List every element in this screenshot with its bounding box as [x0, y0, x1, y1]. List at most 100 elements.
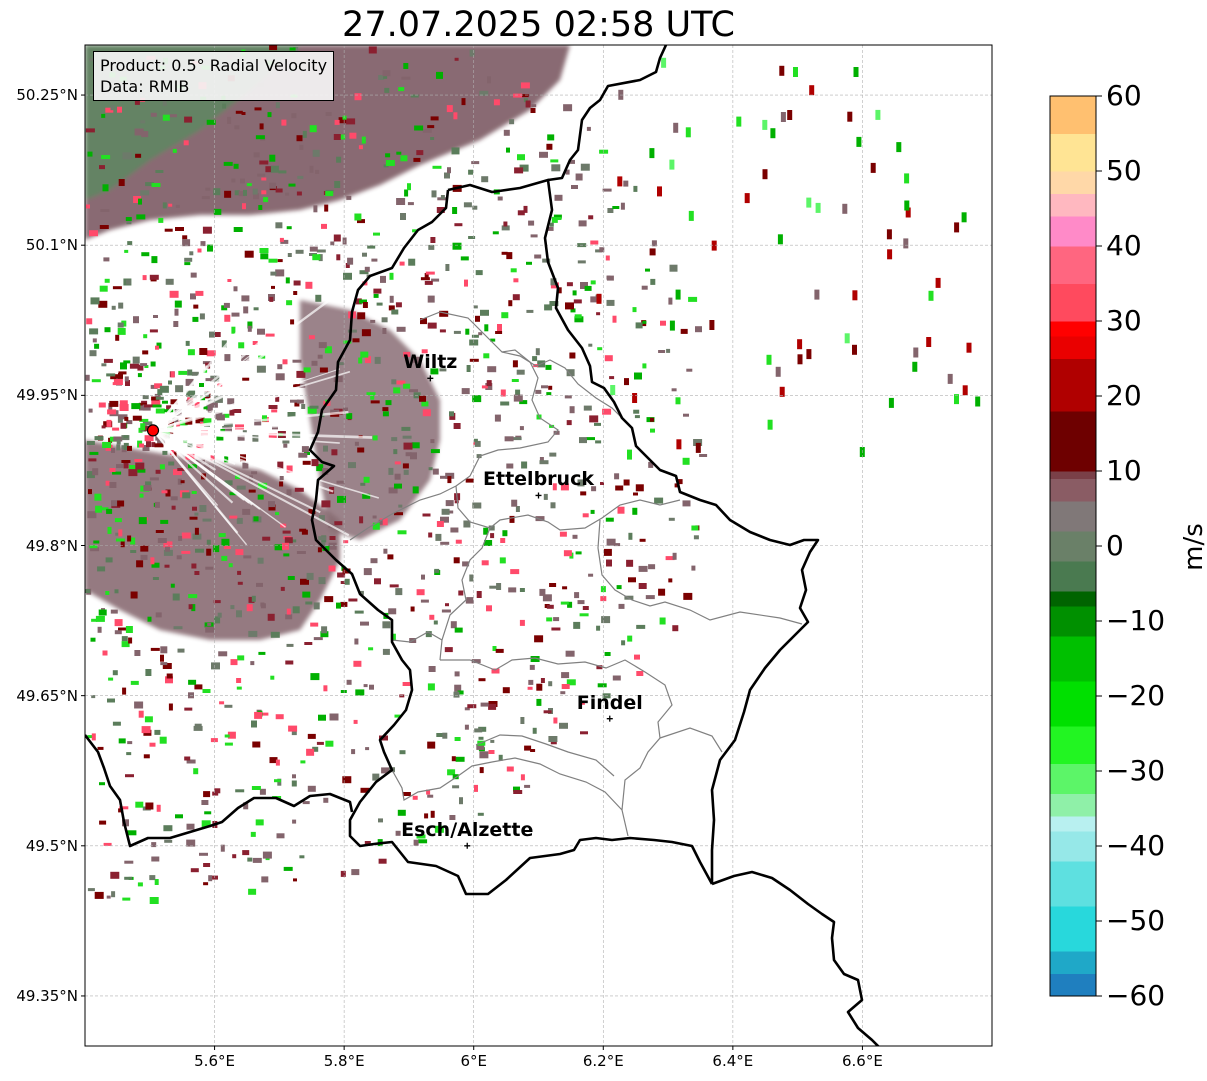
colorbar-segment: [1050, 193, 1096, 217]
echo-pixel: [137, 373, 142, 378]
echo-pixel: [155, 345, 159, 350]
echo-pixel: [165, 278, 174, 285]
echo-pixel: [140, 545, 149, 552]
echo-pixel: [483, 527, 489, 535]
echo-pixel: [293, 280, 301, 286]
echo-pixel: [397, 809, 406, 816]
echo-pixel: [947, 373, 953, 384]
echo-pixel: [503, 221, 508, 227]
echo-pixel: [627, 449, 632, 460]
canton-border-capellen: [391, 631, 443, 643]
echo-pixel: [347, 329, 357, 333]
echo-pixel: [440, 475, 449, 479]
echo-pixel: [347, 257, 354, 265]
echo-pixel: [256, 365, 266, 373]
echo-pixel: [238, 191, 245, 197]
echo-pixel: [265, 333, 275, 337]
colorbar-tick-label: −60: [1106, 979, 1166, 1012]
echo-pixel: [550, 282, 559, 289]
echo-pixel: [523, 98, 528, 103]
echo-pixel: [330, 409, 340, 413]
echo-pixel: [182, 239, 191, 247]
echo-pixel: [258, 482, 268, 489]
echo-pixel: [130, 550, 137, 553]
echo-pixel: [155, 408, 165, 414]
echo-pixel: [203, 464, 210, 472]
echo-pixel: [436, 733, 446, 737]
colorbar-tick-label: 0: [1106, 529, 1124, 562]
product-line: Product: 0.5° Radial Velocity: [100, 56, 328, 75]
echo-pixel: [390, 633, 396, 641]
echo-pixel: [201, 820, 211, 828]
echo-pixel: [86, 204, 90, 209]
echo-pixel: [360, 482, 366, 486]
echo-pixel: [271, 285, 275, 289]
echo-pixel: [519, 164, 529, 172]
echo-pixel: [416, 150, 424, 156]
echo-pixel: [676, 439, 682, 450]
echo-pixel: [213, 209, 218, 215]
echo-pixel: [99, 782, 105, 786]
echo-pixel: [378, 519, 383, 525]
echo-pixel: [447, 769, 456, 776]
echo-pixel: [552, 483, 557, 491]
echo-pixel: [403, 442, 413, 450]
echo-pixel: [806, 197, 812, 208]
echo-pixel: [394, 714, 401, 718]
echo-pixel: [162, 663, 172, 669]
echo-pixel: [453, 330, 461, 334]
echo-pixel: [95, 615, 105, 622]
echo-pixel: [471, 161, 480, 165]
echo-pixel: [565, 169, 570, 175]
colorbar-segment: [1050, 681, 1096, 727]
colorbar-segment: [1050, 171, 1096, 194]
echo-pixel: [669, 320, 675, 331]
echo-pixel: [315, 169, 320, 174]
echo-pixel: [168, 380, 172, 385]
echo-pixel: [471, 659, 481, 664]
echo-pixel: [344, 578, 350, 585]
echo-pixel: [346, 413, 353, 420]
echo-pixel: [287, 412, 296, 417]
echo-pixel: [115, 334, 120, 341]
echo-pixel: [121, 449, 127, 453]
echo-pixel: [566, 282, 573, 287]
echo-pixel: [218, 533, 226, 538]
lon-tick-label: 6.4°E: [712, 1052, 754, 1070]
echo-pixel: [142, 275, 147, 281]
echo-pixel: [214, 788, 221, 794]
echo-pixel: [275, 269, 285, 277]
echo-pixel: [490, 739, 495, 743]
echo-pixel: [806, 349, 812, 360]
echo-pixel: [250, 661, 255, 666]
echo-pixel: [126, 752, 132, 756]
echo-pixel: [325, 191, 334, 197]
echo-pixel: [283, 553, 290, 557]
echo-pixel: [636, 671, 644, 676]
echo-pixel: [325, 112, 332, 116]
echo-pixel: [566, 369, 575, 377]
echo-pixel: [253, 152, 260, 158]
echo-pixel: [175, 385, 184, 393]
echo-pixel: [636, 624, 646, 629]
echo-pixel: [639, 538, 646, 542]
echo-pixel: [378, 818, 383, 823]
echo-pixel: [140, 190, 150, 196]
echo-pixel: [354, 441, 359, 446]
echo-pixel: [394, 473, 401, 480]
echo-pixel: [563, 104, 573, 112]
canton-border-redange: [349, 485, 457, 541]
echo-pixel: [134, 650, 141, 656]
echo-pixel: [381, 767, 390, 774]
echo-pixel: [688, 296, 698, 302]
echo-pixel: [287, 253, 292, 257]
colorbar-segment: [1050, 763, 1096, 794]
lon-tick-label: 5.6°E: [194, 1052, 235, 1070]
echo-pixel: [238, 342, 245, 349]
echo-pixel: [699, 454, 708, 457]
echo-pixel: [176, 555, 182, 560]
border-germany-luxembourg: [711, 870, 880, 1046]
echo-pixel: [954, 394, 959, 405]
echo-pixel: [427, 794, 434, 798]
echo-pixel: [303, 367, 311, 373]
